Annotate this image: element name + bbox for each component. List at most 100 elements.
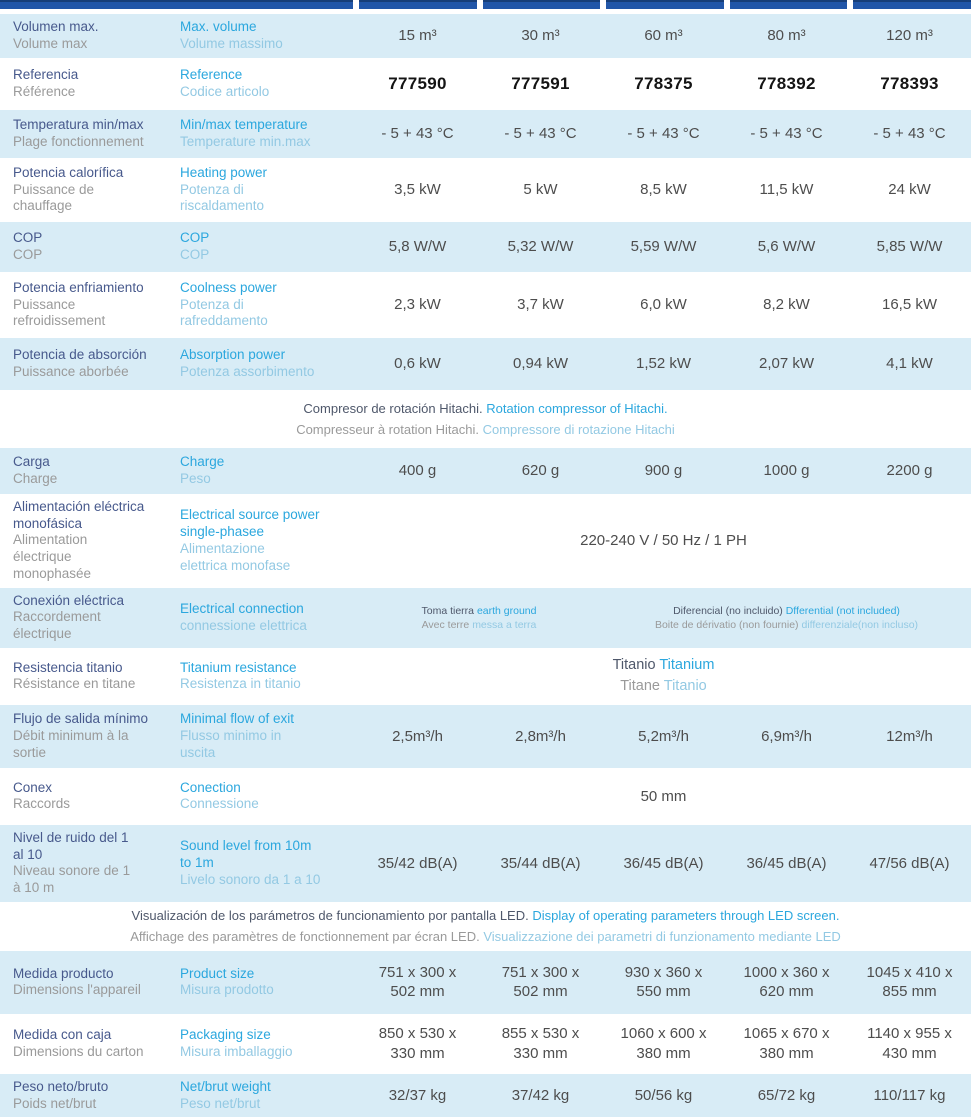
label-es-fr: COP COP (0, 225, 180, 268)
label-spanish: Peso neto/bruto (13, 1078, 109, 1094)
label-es-fr: Medida con caja Dimensions du carton (0, 1022, 180, 1065)
label-italian: Codice articolo (180, 84, 270, 99)
label-en-it: Product size Misura prodotto (180, 961, 356, 1004)
value-cell: 620 g (521, 462, 560, 480)
value-cell: 60 m³ (644, 27, 683, 45)
value-cell: 37/42 kg (511, 1086, 570, 1104)
note-text-led-note: Visualización de los parámetros de funci… (0, 905, 971, 948)
value-cell: 50/56 kg (634, 1086, 693, 1104)
label-french: Dimensions l'appareil (13, 982, 141, 998)
value-line: Titanio Titanium (356, 655, 971, 677)
label-french: Dimensions du carton (13, 1043, 144, 1059)
label-french: Raccordement électrique (13, 609, 101, 642)
label-en-it: Min/max temperature Temperature min.max (180, 112, 356, 155)
value-cell: 6,0 kW (640, 296, 687, 314)
value-cell: 35/44 dB(A) (500, 854, 581, 872)
value-line: Toma tierra earth ground (356, 604, 602, 618)
label-spanish: Flujo de salida mínimo (13, 711, 149, 727)
header-bar-segment (729, 0, 848, 9)
label-english: Min/max temperature (180, 117, 308, 133)
row-sound-level: Nivel de ruido del 1 al 10 Niveau sonore … (0, 824, 971, 902)
row-heating-power: Potencia calorífica Puissance de chauffag… (0, 158, 971, 222)
row-net-weight: Peso neto/bruto Poids net/brut Net/brut we… (0, 1073, 971, 1117)
label-en-it: Packaging size Misura imballaggio (180, 1022, 356, 1065)
value-cell: 3,7 kW (517, 296, 564, 314)
row-cooling-power: Potencia enfriamiento Puissance refroidis… (0, 272, 971, 338)
value-cell: 47/56 dB(A) (869, 854, 950, 872)
note-segment-nd: Diferencial (no incluido) (673, 604, 786, 617)
label-french: COP (13, 247, 43, 262)
header-bar-gap (600, 0, 607, 9)
label-french: Poids net/brut (13, 1095, 97, 1111)
value-cell: 1000 x 360 x 620 mm (743, 963, 830, 1001)
value-cell: 0,94 kW (512, 355, 569, 373)
label-spanish: Temperatura min/max (13, 117, 144, 133)
header-bar-segment (359, 0, 477, 9)
value-cell: 4,1 kW (886, 355, 933, 373)
value-cell: 1045 x 410 x 855 mm (866, 963, 953, 1001)
value-cell: 16,5 kW (881, 296, 938, 314)
label-italian: Flusso minimo in uscita (180, 728, 282, 760)
label-english: Titanium resistance (180, 659, 297, 675)
value-cell: 36/45 dB(A) (623, 854, 704, 872)
label-french: Référence (13, 84, 76, 99)
label-es-fr: Potencia calorífica Puissance de chauffag… (0, 160, 180, 220)
note-segment-it: differenziale(non incluso) (801, 618, 919, 631)
header-bar-segment (0, 0, 353, 9)
value-cell: 778375 (634, 73, 693, 93)
value-cell: 35/42 dB(A) (377, 854, 458, 872)
value-cell: 5,2m³/h (638, 727, 689, 745)
value-cells: - 5 + 43 °C - 5 + 43 °C - 5 + 43 °C - 5 + 4… (356, 110, 971, 158)
label-es-fr: Potencia enfriamiento Puissance refroidis… (0, 275, 180, 335)
value-cell: 1065 x 670 x 380 mm (743, 1025, 830, 1062)
label-spanish: COP (13, 230, 43, 246)
value-line: Titane Titanio (356, 676, 971, 698)
value-cell: 8,5 kW (640, 181, 687, 199)
value-cell: 1,52 kW (635, 355, 692, 373)
label-en-it: Electrical connection connessione elettri… (180, 596, 356, 639)
header-bar-gap (847, 0, 854, 9)
value-cell: 24 kW (888, 181, 931, 199)
value-cell: 36/45 dB(A) (746, 854, 827, 872)
note-segment-nd: Compresor de rotación Hitachi. (303, 400, 487, 416)
row-electrical-connection: Conexión eléctrica Raccordement électriqu… (0, 587, 971, 648)
label-english: Max. volume (180, 19, 257, 35)
value-cell: 930 x 360 x 550 mm (624, 963, 703, 1001)
label-italian: connessione elettrica (180, 617, 307, 633)
label-italian: Temperature min.max (180, 134, 311, 149)
label-en-it: Heating power Potenza di riscaldamento (180, 160, 356, 220)
label-italian: Alimentazione elettrica monofase (180, 540, 291, 573)
label-french: Volume max (13, 36, 88, 51)
value-cell: 2,07 kW (758, 355, 815, 373)
label-english: Net/brut weight (180, 1078, 271, 1094)
row-volume-max: Volumen max. Volume max Max. volume Volume … (0, 14, 971, 58)
spec-table: Volumen max. Volume max Max. volume Volume … (0, 14, 971, 1117)
value-cells: 32/37 kg 37/42 kg 50/56 kg 65/72 kg 110/117 … (356, 1074, 971, 1117)
row-power-supply: Alimentación eléctrica monofásica Aliment… (0, 494, 971, 588)
label-spanish: Referencia (13, 67, 79, 83)
value-cells: 220-240 V / 50 Hz / 1 PH (356, 494, 971, 588)
row-compressor-note: Compresor de rotación Hitachi. Rotation … (0, 390, 971, 448)
label-es-fr: Alimentación eléctrica monofásica Aliment… (0, 494, 180, 588)
row-packaging-size: Medida con caja Dimensions du carton Packa… (0, 1013, 971, 1074)
note-text-compressor-note: Compresor de rotación Hitachi. Rotation … (0, 398, 971, 441)
value-cell: 2,8m³/h (515, 727, 566, 745)
label-es-fr: Resistencia titanio Résistance en titane (0, 655, 180, 698)
value-cell: 777590 (388, 73, 447, 93)
value-cells: 5,8 W/W 5,32 W/W 5,59 W/W 5,6 W/W 5,85 W/W (356, 222, 971, 272)
label-spanish: Resistencia titanio (13, 659, 123, 675)
value-cells: Toma tierra earth ground Avec terre messa… (356, 588, 971, 648)
value-cell: 777591 (511, 73, 570, 93)
label-en-it: Coolness power Potenza di rafreddamento (180, 275, 356, 335)
value-cells: 35/42 dB(A) 35/44 dB(A) 36/45 dB(A) 36/45 d… (356, 825, 971, 902)
label-es-fr: Conexión eléctrica Raccordement électriqu… (0, 588, 180, 648)
label-italian: Potenza di rafreddamento (180, 296, 268, 329)
value-cell: - 5 + 43 °C (627, 125, 700, 143)
value-cell: 1000 g (763, 462, 810, 480)
label-spanish: Potencia de absorción (13, 347, 147, 363)
row-minimal-flow: Flujo de salida mínimo Débit minimum à la… (0, 704, 971, 768)
label-english: Conection (180, 779, 241, 795)
value-cell: 5,8 W/W (388, 238, 447, 256)
label-spanish: Conexión eléctrica (13, 592, 125, 608)
